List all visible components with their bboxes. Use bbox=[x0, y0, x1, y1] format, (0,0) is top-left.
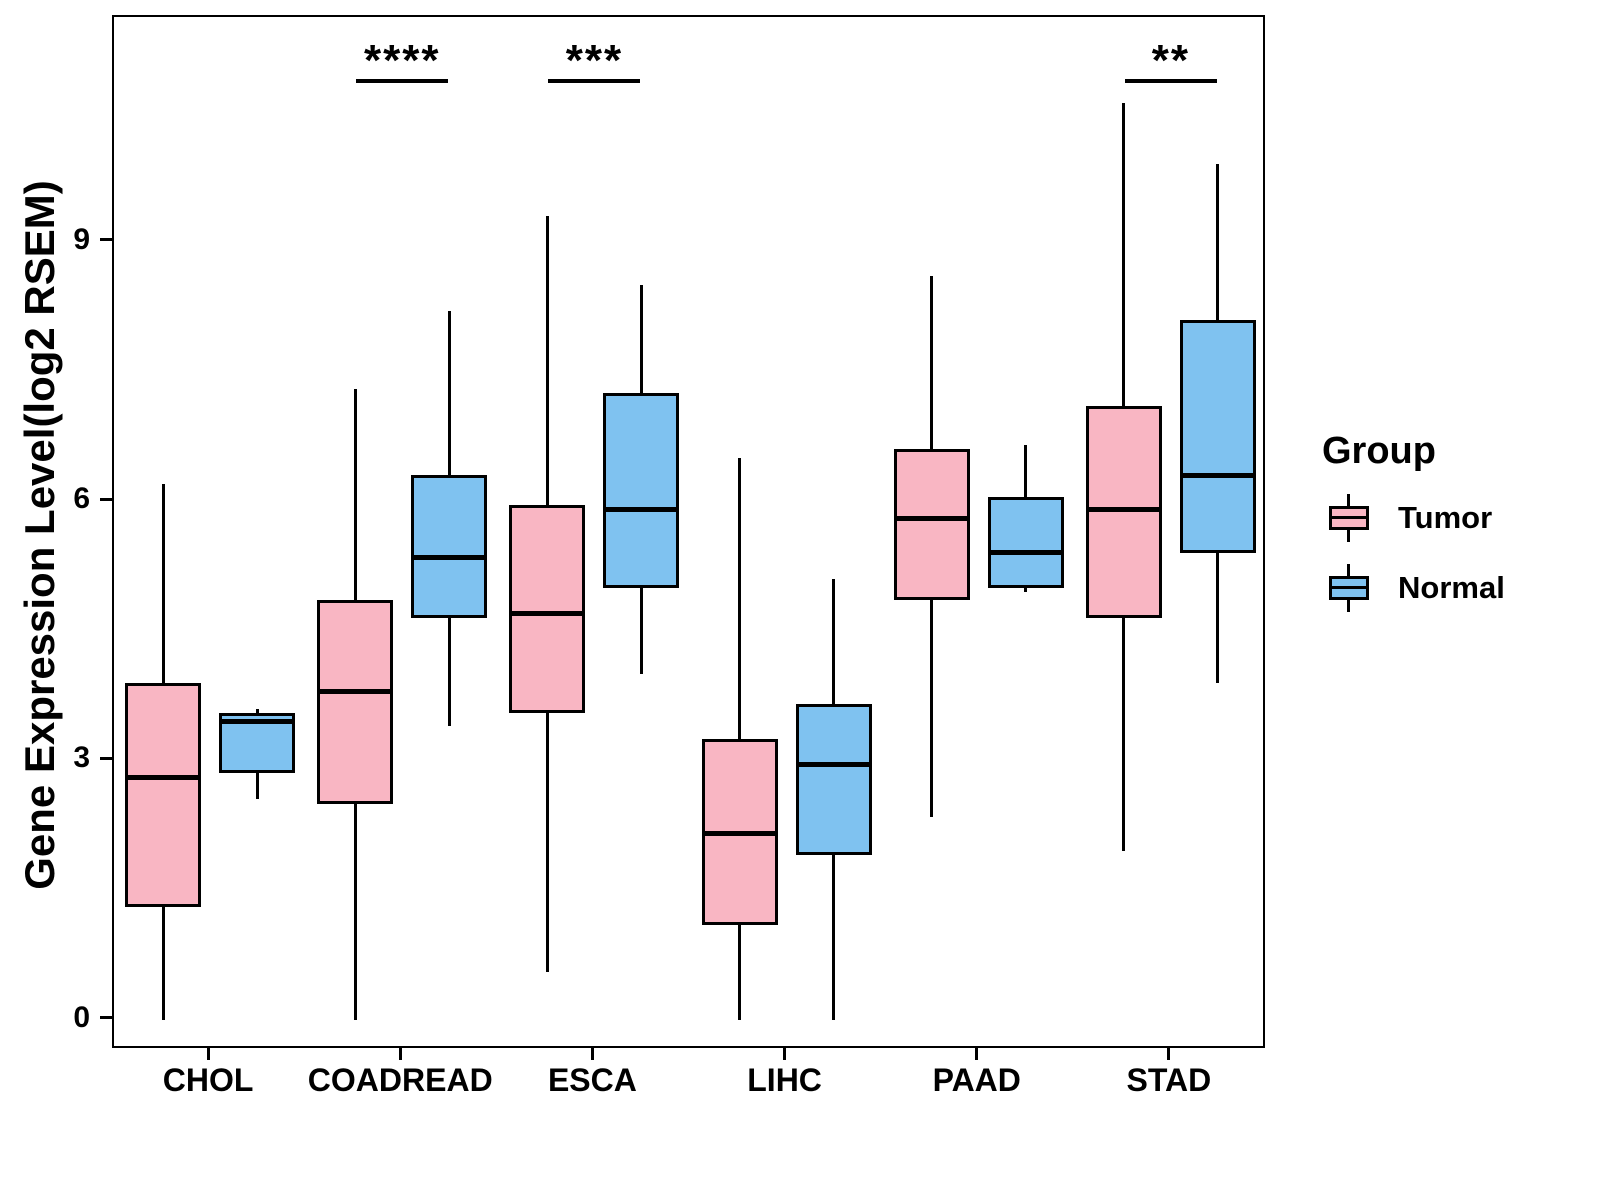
y-tick-label-3: 3 bbox=[73, 741, 90, 775]
y-tick-label-9: 9 bbox=[73, 222, 90, 256]
x-tick-mark-STAD bbox=[1167, 1048, 1171, 1060]
significance-label-STAD: ** bbox=[1151, 36, 1191, 85]
median-PAAD-Normal bbox=[987, 550, 1064, 556]
box-ESCA-Tumor bbox=[509, 505, 586, 713]
x-tick-mark-COADREAD bbox=[398, 1048, 402, 1060]
box-CHOL-Tumor bbox=[125, 682, 202, 908]
median-CHOL-Normal bbox=[219, 719, 296, 724]
box-PAAD-Normal bbox=[987, 496, 1064, 588]
box-COADREAD-Tumor bbox=[317, 600, 394, 804]
significance-label-COADREAD: **** bbox=[364, 36, 441, 85]
median-LIHC-Normal bbox=[795, 762, 872, 768]
median-CHOL-Tumor bbox=[125, 775, 202, 781]
box-ESCA-Normal bbox=[603, 393, 680, 588]
y-tick-label-6: 6 bbox=[73, 482, 90, 516]
legend-key-median bbox=[1329, 516, 1369, 519]
x-tick-mark-ESCA bbox=[590, 1048, 594, 1060]
legend-entry-normal: Normal bbox=[1322, 561, 1505, 615]
legend-entries: Tumor Normal bbox=[1322, 491, 1505, 615]
significance-label-ESCA: *** bbox=[565, 36, 624, 85]
x-tick-mark-CHOL bbox=[206, 1048, 210, 1060]
legend-key-median bbox=[1329, 586, 1369, 589]
box-LIHC-Normal bbox=[795, 704, 872, 856]
legend-key-boxplot-icon-tumor bbox=[1322, 491, 1376, 545]
median-COADREAD-Tumor bbox=[317, 688, 394, 694]
x-category-label-PAAD: PAAD bbox=[932, 1062, 1021, 1098]
significance-bar-ESCA bbox=[548, 79, 641, 83]
significance-bar-STAD bbox=[1124, 79, 1217, 83]
median-STAD-Tumor bbox=[1085, 507, 1162, 513]
box-STAD-Normal bbox=[1179, 319, 1256, 553]
median-ESCA-Tumor bbox=[509, 610, 586, 616]
median-COADREAD-Normal bbox=[411, 554, 488, 560]
x-category-label-CHOL: CHOL bbox=[162, 1062, 254, 1098]
y-tick-mark-6 bbox=[100, 497, 112, 501]
y-tick-label-0: 0 bbox=[73, 1000, 90, 1034]
y-tick-mark-3 bbox=[100, 756, 112, 760]
box-PAAD-Tumor bbox=[893, 449, 970, 601]
x-category-label-COADREAD: COADREAD bbox=[307, 1062, 493, 1098]
median-PAAD-Tumor bbox=[893, 515, 970, 521]
y-axis-title: Gene Expression Level(log2 RSEM) bbox=[16, 180, 63, 890]
legend-title: Group bbox=[1322, 430, 1436, 472]
median-ESCA-Normal bbox=[603, 507, 680, 513]
legend-entry-tumor: Tumor bbox=[1322, 491, 1505, 545]
plot-panel: **** *** ** bbox=[112, 15, 1265, 1048]
significance-bar-COADREAD bbox=[356, 79, 449, 83]
y-tick-mark-9 bbox=[100, 238, 112, 242]
y-tick-mark-0 bbox=[100, 1016, 112, 1020]
median-STAD-Normal bbox=[1179, 472, 1256, 478]
median-LIHC-Tumor bbox=[701, 831, 778, 837]
legend-label-tumor: Tumor bbox=[1398, 500, 1493, 535]
x-category-label-ESCA: ESCA bbox=[547, 1062, 637, 1098]
x-tick-mark-PAAD bbox=[975, 1048, 979, 1060]
legend: Group Tumor Normal bbox=[1322, 430, 1505, 631]
legend-key-boxplot-icon-normal bbox=[1322, 561, 1376, 615]
x-category-label-LIHC: LIHC bbox=[747, 1062, 822, 1098]
x-tick-mark-LIHC bbox=[783, 1048, 787, 1060]
x-category-label-STAD: STAD bbox=[1126, 1062, 1212, 1098]
box-COADREAD-Normal bbox=[411, 475, 488, 618]
legend-label-normal: Normal bbox=[1398, 570, 1505, 605]
